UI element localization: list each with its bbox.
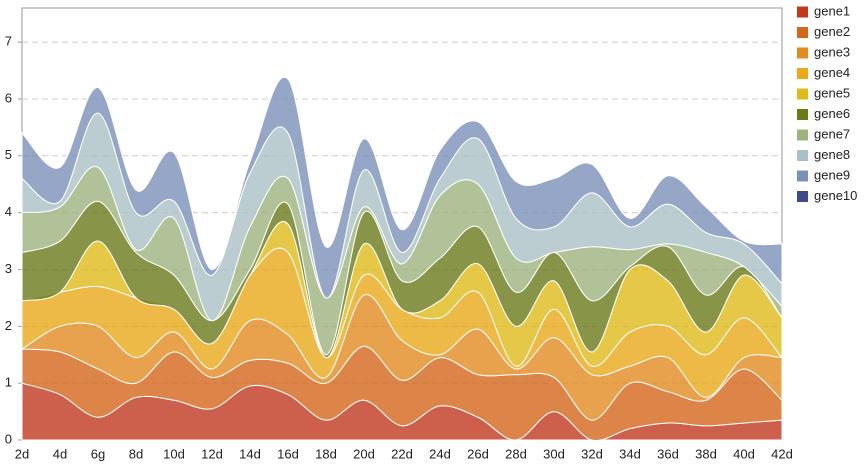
x-tick-label: 26d [467, 446, 489, 461]
x-tick-label: 28d [505, 446, 527, 461]
x-tick-label: 30d [543, 446, 565, 461]
x-tick-label: 8d [129, 446, 143, 461]
y-tick-label: 4 [5, 204, 12, 219]
y-tick-label: 7 [5, 34, 12, 49]
y-tick-label: 6 [5, 90, 12, 105]
x-tick-label: 34d [619, 446, 641, 461]
legend-swatch [797, 47, 808, 59]
x-tick-label: 38d [695, 446, 717, 461]
x-tick-label: 36d [657, 446, 679, 461]
x-tick-label: 42d [771, 446, 793, 461]
y-tick-label: 2 [5, 318, 12, 333]
legend-swatch [797, 191, 808, 202]
x-tick-label: 32d [581, 446, 603, 461]
x-tick-label: 18d [315, 446, 337, 461]
x-tick-label: 6g [91, 446, 105, 461]
y-tick-label: 0 [5, 431, 12, 446]
x-tick-label: 40d [733, 446, 755, 461]
legend-label: gene4 [814, 65, 850, 80]
x-tick-label: 14d [239, 446, 261, 461]
y-tick-label: 5 [5, 147, 12, 162]
y-tick-label: 3 [5, 261, 12, 276]
x-tick-label: 4d [53, 446, 67, 461]
x-tick-label: 12d [201, 446, 223, 461]
legend-label: gene2 [814, 24, 850, 39]
legend-swatch [797, 170, 808, 182]
legend-label: gene7 [814, 126, 850, 141]
legend-swatch [797, 27, 808, 38]
legend-label: gene8 [814, 147, 850, 162]
legend-swatch [797, 88, 808, 100]
legend-label: gene5 [814, 85, 850, 100]
x-tick-label: 10d [163, 446, 185, 461]
x-tick-label: 16d [277, 446, 299, 461]
legend-label: gene3 [814, 44, 850, 59]
legend-swatch [797, 150, 808, 161]
x-tick-label: 20d [353, 446, 375, 461]
legend-swatch [797, 109, 808, 120]
legend-label: gene6 [814, 106, 850, 121]
x-tick-label: 22d [391, 446, 413, 461]
legend-label: gene1 [814, 3, 850, 18]
legend-swatch [797, 129, 808, 141]
x-tick-label: 24d [429, 446, 451, 461]
legend-swatch [797, 6, 808, 18]
y-tick-label: 1 [5, 375, 12, 390]
legend-swatch [797, 68, 808, 79]
legend-label: gene9 [814, 167, 850, 182]
x-tick-label: 2d [15, 446, 29, 461]
legend-label: gene10 [814, 188, 857, 203]
